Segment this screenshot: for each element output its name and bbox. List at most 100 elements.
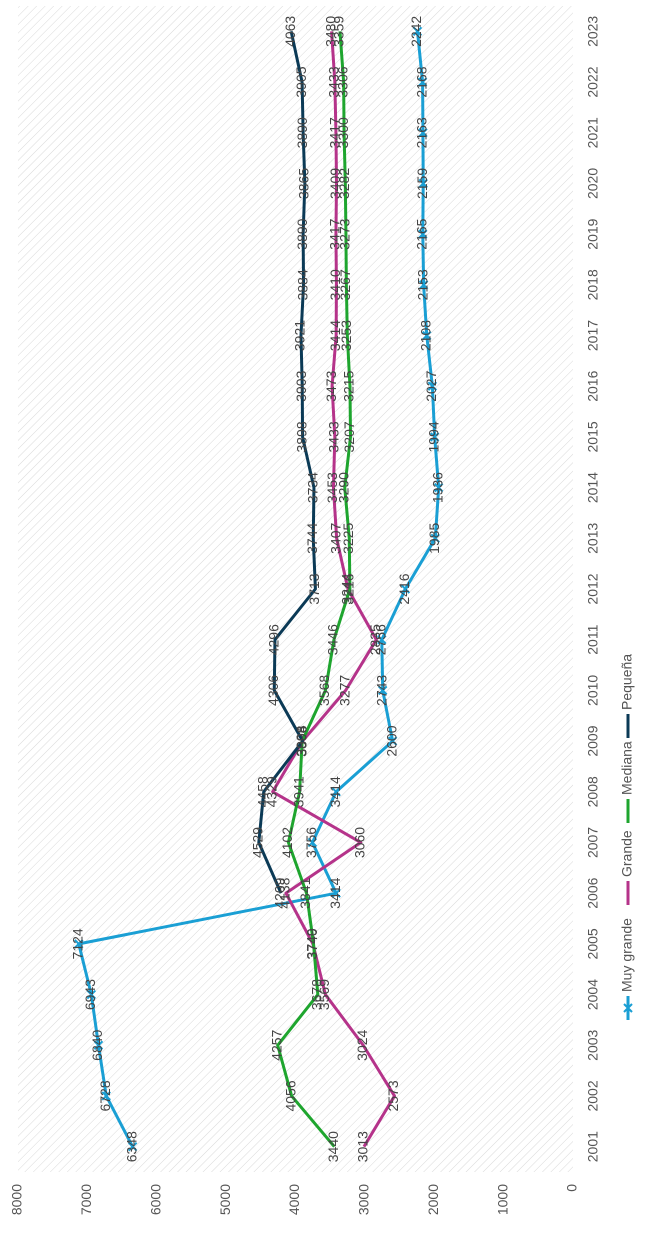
data-label: 6728	[97, 1080, 113, 1111]
data-point-marker	[127, 1141, 138, 1152]
data-point-marker	[433, 482, 444, 493]
legend-item: Grande	[619, 830, 635, 905]
data-label: 3896	[293, 725, 309, 756]
data-label: 3569	[316, 979, 332, 1010]
data-label: 3417	[327, 117, 343, 148]
data-label: 3414	[327, 877, 343, 908]
data-label: 4306	[265, 675, 281, 706]
category-tick-label: 2012	[585, 573, 601, 604]
data-point-marker	[418, 229, 428, 239]
data-point-marker	[418, 128, 428, 138]
data-label: 4138	[277, 877, 293, 908]
data-label: 2153	[414, 269, 430, 300]
data-point-marker	[377, 634, 387, 645]
data-label: 3013	[355, 1131, 371, 1162]
data-point-marker	[412, 26, 423, 37]
data-label: 2159	[414, 168, 430, 199]
category-tick-label: 2023	[585, 16, 601, 47]
category-tick-label: 2022	[585, 66, 601, 97]
data-label: 3898	[293, 725, 309, 756]
series-line	[276, 31, 353, 1148]
data-label: 3903	[293, 370, 309, 401]
data-label: 3734	[305, 472, 321, 503]
data-point-marker	[387, 736, 398, 746]
data-label: 3207	[341, 421, 357, 452]
data-label: 3865	[296, 168, 312, 199]
data-label: 3267	[337, 269, 353, 300]
category-tick-label: 2014	[585, 472, 601, 503]
data-label: 4257	[268, 1029, 284, 1060]
data-label: 4102	[279, 827, 295, 858]
value-tick-label: 5000	[217, 1184, 233, 1215]
legend-item: Mediana	[619, 741, 635, 823]
data-label: 3409	[327, 168, 343, 199]
category-tick-label: 2001	[585, 1131, 601, 1162]
data-point-marker	[417, 77, 428, 87]
legend-label: Pequeña	[619, 654, 635, 710]
data-point-marker	[400, 584, 411, 594]
category-tick-label: 2010	[585, 675, 601, 706]
data-label: 4329	[263, 776, 279, 807]
data-label: 2163	[414, 117, 430, 148]
data-point-marker	[429, 432, 440, 442]
plot-background	[18, 6, 573, 1172]
category-tick-label: 2005	[585, 928, 601, 959]
data-label: 3473	[323, 370, 339, 401]
series-line	[257, 31, 317, 894]
data-label: 3884	[294, 269, 310, 300]
value-tick-label: 3000	[356, 1184, 372, 1215]
data-point-marker	[93, 1040, 104, 1050]
legend-label: Muy grande	[619, 918, 635, 992]
data-label: 3273	[337, 218, 353, 249]
value-tick-label: 2000	[425, 1184, 441, 1215]
category-tick-label: 2011	[585, 624, 601, 654]
data-point-marker	[101, 1091, 111, 1101]
data-label: 3841	[297, 877, 313, 908]
data-label: 3216	[341, 573, 357, 604]
data-label: 3756	[303, 827, 319, 858]
category-tick-label: 2018	[585, 269, 601, 300]
category-tick-label: 2007	[585, 827, 601, 858]
data-label: 3713	[306, 573, 322, 604]
data-label: 3306	[334, 66, 350, 97]
data-label: 3453	[324, 472, 340, 503]
data-point-marker	[307, 837, 318, 848]
category-tick-label: 2008	[585, 776, 601, 807]
category-tick-label: 2003	[585, 1029, 601, 1060]
series-layer	[74, 26, 444, 1152]
value-axis: 0 1000 2000 3000 4000 5000 6000 7000 8000	[9, 1184, 580, 1215]
data-label: 6348	[123, 1131, 139, 1162]
data-label: 3440	[325, 1131, 341, 1162]
data-label: 3060	[351, 827, 367, 858]
category-tick-label: 2020	[585, 168, 601, 199]
data-label: 3678	[309, 979, 325, 1010]
data-label: 3890	[294, 218, 310, 249]
data-label: 3904	[293, 725, 309, 756]
data-label: 3890	[294, 117, 310, 148]
value-tick-label: 8000	[9, 1184, 25, 1215]
data-label: 1985	[426, 523, 442, 554]
data-label: 3253	[338, 320, 354, 351]
data-label: 4056	[282, 1080, 298, 1111]
data-label: 3905	[293, 66, 309, 97]
data-label: 3740	[304, 928, 320, 959]
series-line	[271, 31, 396, 1148]
category-tick-label: 2004	[585, 979, 601, 1010]
data-label: 3568	[316, 675, 332, 706]
data-label: 3921	[292, 320, 308, 351]
data-point-marker	[418, 178, 428, 189]
data-point-marker	[422, 330, 432, 341]
data-label: 3414	[327, 320, 343, 351]
data-label: 3414	[327, 776, 343, 807]
category-tick-label: 2013	[585, 523, 601, 554]
data-label: 1936	[429, 472, 445, 503]
legend: Muy grande Grande Mediana Pequeña	[619, 654, 635, 1020]
data-label: 3898	[293, 421, 309, 452]
category-tick-label: 2015	[585, 421, 601, 452]
category-tick-label: 2009	[585, 725, 601, 756]
data-label: 4296	[266, 624, 282, 655]
data-point-marker	[427, 381, 438, 391]
data-label: 3300	[335, 117, 351, 148]
category-axis: 2001 2002 2003 2004 2005 2006 2007 2008 2009 2010…	[585, 16, 601, 1163]
